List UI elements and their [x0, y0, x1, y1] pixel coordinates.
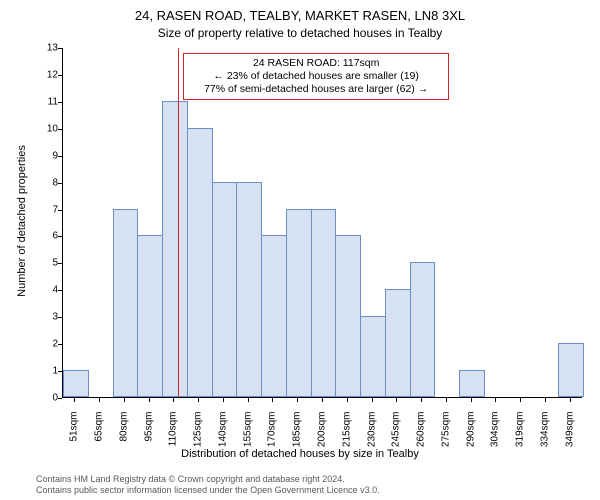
- x-tick-mark: [297, 398, 298, 402]
- x-tick-label: 304sqm: [490, 412, 501, 457]
- chart-container: { "title": "24, RASEN ROAD, TEALBY, MARK…: [0, 0, 600, 500]
- y-tick-label: 10: [36, 123, 58, 134]
- histogram-bar: [187, 128, 213, 397]
- x-tick-mark: [495, 398, 496, 402]
- y-tick-mark: [58, 183, 62, 184]
- chart-subtitle: Size of property relative to detached ho…: [0, 26, 600, 40]
- annotation-box: 24 RASEN ROAD: 117sqm← 23% of detached h…: [183, 53, 449, 100]
- x-tick-label: 215sqm: [341, 412, 352, 457]
- x-tick-mark: [223, 398, 224, 402]
- y-tick-mark: [58, 75, 62, 76]
- y-tick-label: 7: [36, 204, 58, 215]
- y-tick-mark: [58, 371, 62, 372]
- x-tick-label: 290sqm: [465, 412, 476, 457]
- x-tick-label: 80sqm: [118, 412, 129, 457]
- x-tick-label: 319sqm: [515, 412, 526, 457]
- histogram-bar: [137, 235, 163, 397]
- x-tick-label: 185sqm: [292, 412, 303, 457]
- x-tick-label: 95sqm: [143, 412, 154, 457]
- x-tick-mark: [74, 398, 75, 402]
- y-tick-mark: [58, 102, 62, 103]
- annotation-line-2: ← 23% of detached houses are smaller (19…: [190, 70, 442, 83]
- y-tick-label: 2: [36, 339, 58, 350]
- footer-attribution: Contains HM Land Registry data © Crown c…: [36, 474, 380, 497]
- y-tick-label: 11: [36, 96, 58, 107]
- y-tick-label: 4: [36, 285, 58, 296]
- x-tick-label: 125sqm: [193, 412, 204, 457]
- y-tick-mark: [58, 344, 62, 345]
- footer-line-2: Contains public sector information licen…: [36, 485, 380, 496]
- marker-line: [178, 48, 179, 397]
- x-tick-label: 65sqm: [94, 412, 105, 457]
- histogram-bar: [286, 209, 312, 397]
- histogram-bar: [385, 289, 411, 397]
- histogram-bar: [558, 343, 584, 397]
- x-tick-label: 155sqm: [242, 412, 253, 457]
- x-tick-mark: [322, 398, 323, 402]
- chart-title: 24, RASEN ROAD, TEALBY, MARKET RASEN, LN…: [0, 8, 600, 23]
- y-tick-label: 8: [36, 177, 58, 188]
- y-tick-label: 13: [36, 43, 58, 54]
- y-tick-mark: [58, 156, 62, 157]
- x-tick-label: 200sqm: [317, 412, 328, 457]
- histogram-bar: [162, 101, 188, 397]
- x-tick-mark: [248, 398, 249, 402]
- y-tick-label: 1: [36, 366, 58, 377]
- plot-area: [62, 48, 582, 398]
- y-tick-mark: [58, 263, 62, 264]
- x-tick-mark: [372, 398, 373, 402]
- x-tick-mark: [124, 398, 125, 402]
- histogram-bar: [335, 235, 361, 397]
- x-tick-label: 110sqm: [168, 412, 179, 457]
- x-tick-mark: [149, 398, 150, 402]
- x-tick-label: 260sqm: [416, 412, 427, 457]
- y-tick-mark: [58, 398, 62, 399]
- histogram-bar: [63, 370, 89, 397]
- y-tick-label: 9: [36, 150, 58, 161]
- x-tick-mark: [421, 398, 422, 402]
- x-tick-mark: [471, 398, 472, 402]
- x-tick-label: 170sqm: [267, 412, 278, 457]
- x-tick-mark: [198, 398, 199, 402]
- y-tick-label: 5: [36, 258, 58, 269]
- x-tick-mark: [396, 398, 397, 402]
- y-tick-label: 6: [36, 231, 58, 242]
- histogram-bar: [360, 316, 386, 397]
- x-tick-label: 230sqm: [366, 412, 377, 457]
- y-tick-mark: [58, 317, 62, 318]
- y-tick-mark: [58, 129, 62, 130]
- histogram-bar: [311, 209, 337, 397]
- y-tick-label: 12: [36, 69, 58, 80]
- x-tick-mark: [570, 398, 571, 402]
- histogram-bar: [113, 209, 139, 397]
- x-tick-mark: [520, 398, 521, 402]
- footer-line-1: Contains HM Land Registry data © Crown c…: [36, 474, 380, 485]
- annotation-line-1: 24 RASEN ROAD: 117sqm: [190, 57, 442, 70]
- x-tick-mark: [446, 398, 447, 402]
- x-tick-label: 349sqm: [564, 412, 575, 457]
- x-tick-mark: [272, 398, 273, 402]
- histogram-bar: [459, 370, 485, 397]
- y-tick-mark: [58, 210, 62, 211]
- x-tick-mark: [173, 398, 174, 402]
- y-tick-mark: [58, 48, 62, 49]
- histogram-bar: [261, 235, 287, 397]
- histogram-bar: [236, 182, 262, 397]
- x-tick-mark: [545, 398, 546, 402]
- x-tick-label: 140sqm: [217, 412, 228, 457]
- x-tick-label: 334sqm: [539, 412, 550, 457]
- y-tick-mark: [58, 290, 62, 291]
- y-tick-mark: [58, 236, 62, 237]
- annotation-line-3: 77% of semi-detached houses are larger (…: [190, 83, 442, 96]
- x-tick-label: 51sqm: [69, 412, 80, 457]
- y-tick-label: 0: [36, 393, 58, 404]
- histogram-bar: [212, 182, 238, 397]
- x-tick-mark: [347, 398, 348, 402]
- x-tick-label: 275sqm: [440, 412, 451, 457]
- histogram-bar: [410, 262, 436, 397]
- y-tick-label: 3: [36, 312, 58, 323]
- x-tick-label: 245sqm: [391, 412, 402, 457]
- x-tick-mark: [99, 398, 100, 402]
- y-axis-label: Number of detached properties: [16, 131, 28, 311]
